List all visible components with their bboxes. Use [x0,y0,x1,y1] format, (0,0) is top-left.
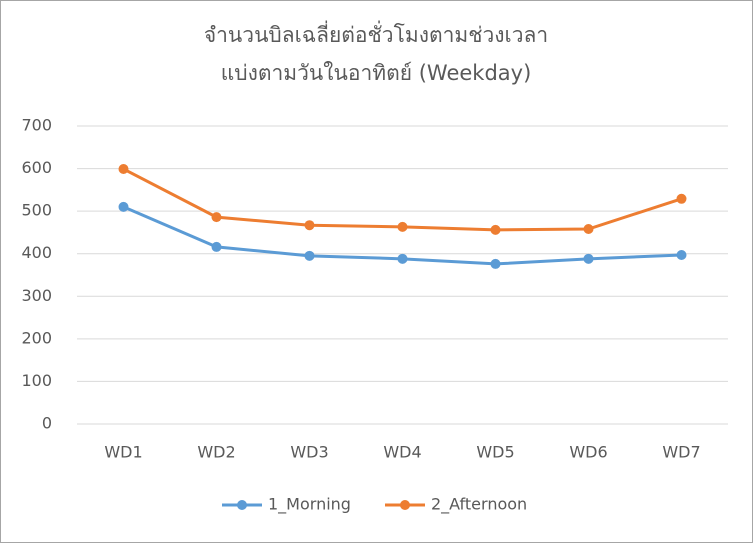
y-tick-label: 400 [21,243,52,262]
y-tick-label: 100 [21,371,52,390]
x-tick-label: WD6 [569,443,607,462]
y-tick-label: 0 [42,414,52,433]
legend-label: 1_Morning [268,495,351,515]
x-tick-label: WD1 [104,443,142,462]
legend-label: 2_Afternoon [431,495,527,515]
data-point [397,253,408,264]
chart-title: จำนวนบิลเฉลี่ยต่อชั่วโมงตามช่วงเวลา [204,20,548,47]
data-point [118,163,129,174]
data-point [304,220,315,231]
data-point [676,193,687,204]
data-point [490,224,501,235]
x-tick-label: WD2 [197,443,235,462]
data-point [676,249,687,260]
data-point [583,224,594,235]
data-point [583,253,594,264]
data-point [490,258,501,269]
x-tick-label: WD4 [383,443,421,462]
y-tick-label: 500 [21,201,52,220]
data-point [211,241,222,252]
data-point [118,201,129,212]
x-tick-label: WD5 [476,443,514,462]
data-point [304,250,315,261]
y-tick-label: 300 [21,286,52,305]
data-point [211,212,222,223]
x-tick-label: WD7 [662,443,700,462]
chart-title: แบ่งตามวันในอาทิตย์ (Weekday) [221,61,532,85]
legend-marker [400,500,410,510]
legend-marker [237,500,247,510]
x-tick-label: WD3 [290,443,328,462]
data-point [397,221,408,232]
y-tick-label: 200 [21,328,52,347]
y-tick-label: 600 [21,158,52,177]
y-tick-label: 700 [21,116,52,135]
